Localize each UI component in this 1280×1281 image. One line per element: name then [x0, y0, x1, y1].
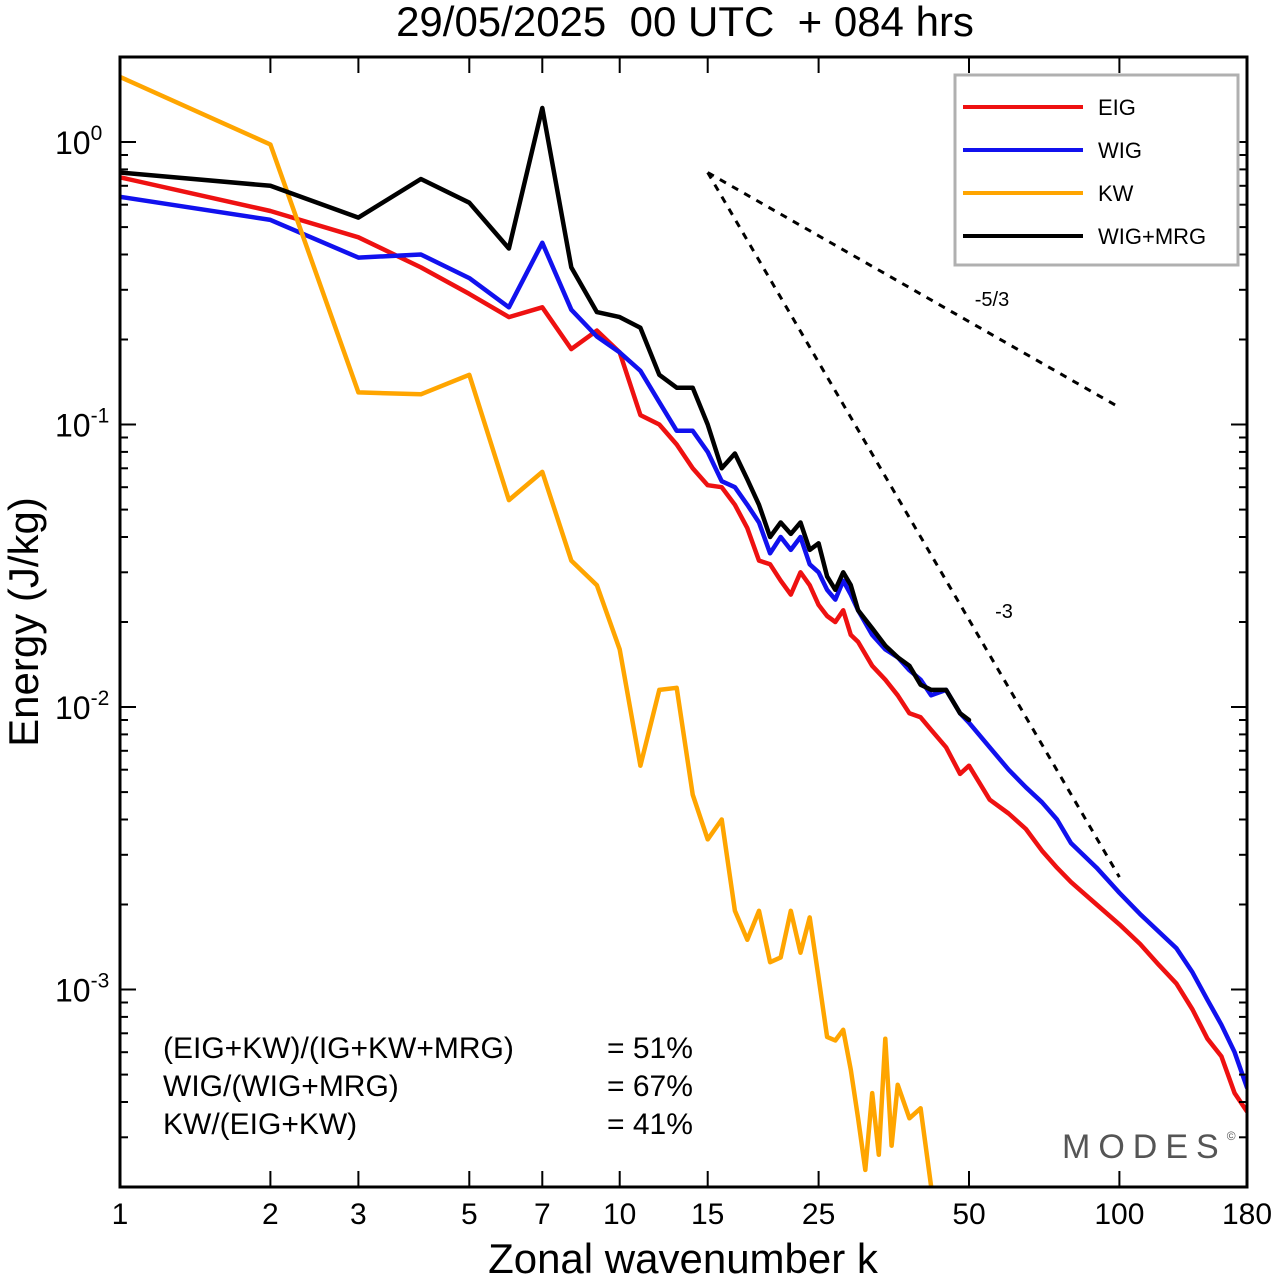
legend-item: KW: [963, 181, 1134, 206]
ratio-annotations: (EIG+KW)/(IG+KW+MRG) = 51% WIG/(WIG+MRG) = …: [163, 1032, 693, 1141]
y-axis-label: Energy (J/kg): [0, 497, 47, 747]
ratio-label: WIG/(WIG+MRG): [163, 1070, 399, 1103]
x-tick-label: 100: [1094, 1198, 1144, 1231]
x-tick-label: 7: [534, 1198, 551, 1231]
watermark-text: MODES: [1062, 1128, 1227, 1166]
y-tick-label: 10-1: [55, 405, 109, 444]
legend-item: WIG: [963, 138, 1142, 163]
legend-item: WIG+MRG: [963, 224, 1206, 249]
modes-watermark: MODES©: [1062, 1128, 1236, 1166]
x-tick-label: 1: [112, 1198, 129, 1231]
x-axis-label: Zonal wavenumber k: [488, 1235, 879, 1281]
chart-title: 29/05/2025 00 UTC + 084 hrs: [396, 0, 974, 45]
x-tick-label: 3: [350, 1198, 367, 1231]
reference-slope-lines: [706, 171, 1121, 878]
reference-line-2: [706, 171, 1121, 878]
ratio-value: = 51%: [607, 1032, 693, 1065]
x-tick-label: 10: [603, 1198, 636, 1231]
legend-label: WIG: [1098, 138, 1142, 163]
series-line-wig-mrg: [120, 105, 972, 723]
legend-label: WIG+MRG: [1098, 224, 1206, 249]
ratio-label: (EIG+KW)/(IG+KW+MRG): [163, 1032, 514, 1065]
series-line-kw: [120, 74, 934, 1187]
x-tick-label: 5: [461, 1198, 478, 1231]
series-line-wig: [120, 194, 1247, 1090]
x-tick-label: 2: [262, 1198, 279, 1231]
x-tick-label: 180: [1222, 1198, 1272, 1231]
y-tick-label: 10-2: [55, 687, 109, 726]
legend: EIG WIG KW WIG+MRG: [953, 73, 1240, 267]
ratio-label: KW/(EIG+KW): [163, 1108, 357, 1141]
ratio-value: = 67%: [607, 1070, 693, 1103]
y-tick-label: 10-3: [55, 970, 109, 1009]
y-tick-label: 100: [55, 122, 102, 161]
x-tick-label: 50: [952, 1198, 985, 1231]
data-series: [120, 74, 1247, 1187]
y-tick-labels: 100 10-1 10-2 10-3: [55, 122, 109, 1009]
legend-label: KW: [1098, 181, 1134, 206]
x-tick-label: 25: [802, 1198, 835, 1231]
copyright-mark: ©: [1227, 1129, 1236, 1143]
legend-label: EIG: [1098, 95, 1136, 120]
x-tick-label: 15: [691, 1198, 724, 1231]
ratio-value: = 41%: [607, 1108, 693, 1141]
legend-item: EIG: [963, 95, 1136, 120]
reference-slope-label: -3: [995, 601, 1013, 623]
reference-line-1: [706, 171, 1121, 409]
x-tick-labels: 1 2 3 5 7 10 15 25 50 100 180: [112, 1198, 1272, 1231]
reference-slope-label: -5/3: [975, 289, 1009, 311]
axis-ticks: [119, 56, 1248, 1188]
